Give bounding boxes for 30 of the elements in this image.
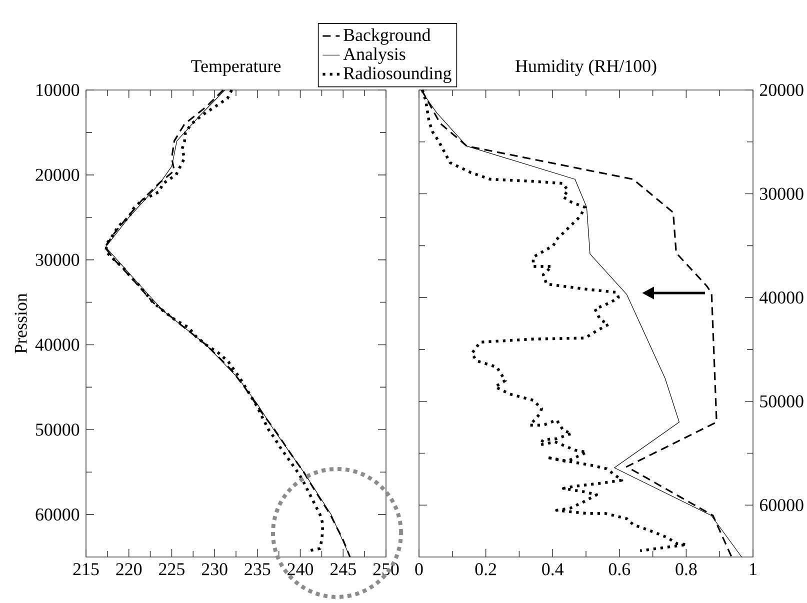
y-axis-title: Pression <box>14 293 27 354</box>
x-tick-label: 220 <box>116 563 142 576</box>
x-tick-label: 215 <box>73 563 99 576</box>
y-tick-label: 30000 <box>36 254 80 266</box>
y-tick-label: 60000 <box>36 508 80 521</box>
x-tick-label: 235 <box>244 563 270 576</box>
x-tick-label: 0.6 <box>608 563 630 576</box>
x-tick-label: 240 <box>288 563 314 576</box>
x-tick-label: 225 <box>159 563 184 576</box>
x-tick-label: 245 <box>330 563 356 576</box>
x-tick-label: 230 <box>202 563 228 576</box>
x-tick-label: 0 <box>415 563 423 576</box>
y-tick-label: 10000 <box>36 84 80 96</box>
y-tick-label: 40000 <box>760 292 804 304</box>
chart-title: Humidity (RH/100) <box>516 60 656 76</box>
y-tick-label: 50000 <box>36 424 80 436</box>
y-tick-label: 60000 <box>760 499 804 512</box>
y-tick-label: 20000 <box>36 168 80 181</box>
legend-label: Analysis <box>343 48 406 64</box>
y-tick-label: 30000 <box>760 188 804 200</box>
legend-label: Radiosounding <box>344 66 452 83</box>
y-tick-label: 20000 <box>760 84 804 96</box>
x-tick-label: 1 <box>750 563 756 576</box>
x-tick-label: 0.2 <box>475 563 496 576</box>
chart-title: Temperature <box>191 60 281 76</box>
x-tick-label: 0.4 <box>542 563 564 576</box>
x-tick-label: 0.8 <box>676 563 697 576</box>
y-tick-label: 50000 <box>760 395 804 408</box>
y-tick-label: 40000 <box>35 338 80 351</box>
legend-label: Background <box>344 28 431 45</box>
